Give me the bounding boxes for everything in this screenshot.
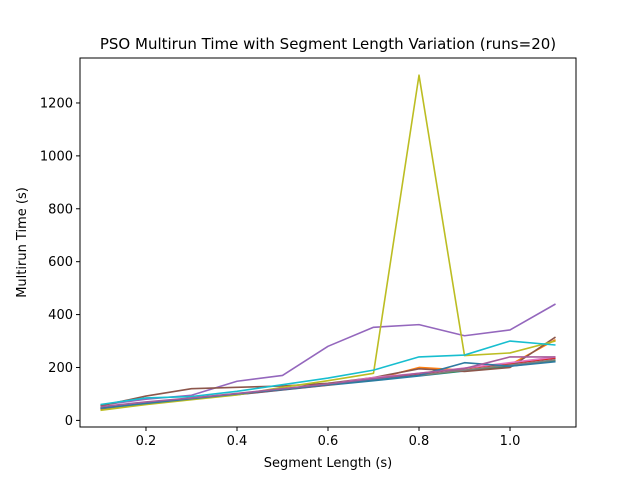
y-tick-label: 200: [48, 361, 73, 376]
y-tick-label: 800: [48, 202, 73, 217]
x-tick-label: 0.2: [136, 434, 157, 449]
series-layer: [100, 74, 556, 412]
series-line-9: [100, 74, 556, 412]
y-tick-label: 400: [48, 308, 73, 323]
x-tick-label: 0.6: [318, 434, 339, 449]
y-axis-label: Multirun Time (s): [15, 187, 30, 298]
x-axis-label: Segment Length (s): [264, 456, 393, 471]
y-tick-label: 1000: [40, 149, 73, 164]
x-tick-label: 1.0: [500, 434, 521, 449]
chart-title: PSO Multirun Time with Segment Length Va…: [100, 35, 556, 53]
series-line-10: [100, 340, 556, 406]
plot-frame: [79, 57, 577, 428]
y-tick-label: 0: [65, 414, 73, 429]
y-axis-ticks: 0 200 400 600 800 1000 1200: [40, 96, 80, 429]
y-tick-label: 600: [48, 255, 73, 270]
x-tick-label: 0.4: [227, 434, 248, 449]
x-axis-ticks: 0.2 0.4 0.6 0.8 1.0: [136, 427, 521, 449]
y-tick-label: 1200: [40, 96, 73, 111]
plot-area: [80, 58, 576, 427]
series-line-12: [100, 356, 556, 408]
x-tick-label: 0.8: [409, 434, 430, 449]
